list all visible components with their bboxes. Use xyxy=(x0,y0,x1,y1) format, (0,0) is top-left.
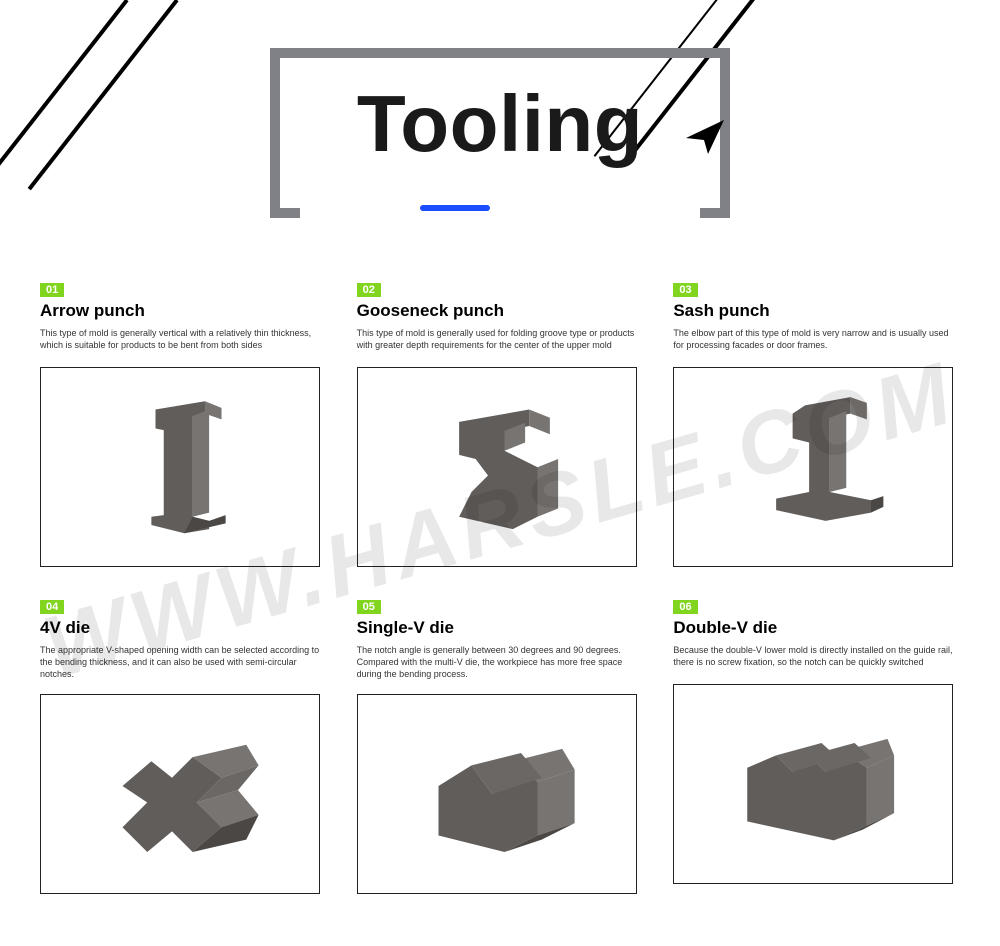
item-number-badge: 03 xyxy=(673,283,697,297)
item-number-badge: 04 xyxy=(40,600,64,614)
4v-die-icon xyxy=(76,720,285,869)
item-title: 4V die xyxy=(40,618,327,638)
tool-item-gooseneck-punch: 02 Gooseneck punch This type of mold is … xyxy=(357,280,644,567)
item-description: Because the double-V lower mold is direc… xyxy=(673,644,960,670)
title-accent xyxy=(420,205,490,211)
item-thumbnail xyxy=(357,694,637,894)
tooling-grid: 01 Arrow punch This type of mold is gene… xyxy=(0,240,1000,894)
item-title: Sash punch xyxy=(673,301,960,321)
tool-item-arrow-punch: 01 Arrow punch This type of mold is gene… xyxy=(40,280,327,567)
tool-item-double-v-die: 06 Double-V die Because the double-V low… xyxy=(673,597,960,894)
item-thumbnail xyxy=(40,694,320,894)
tool-item-4v-die: 04 4V die The appropriate V-shaped openi… xyxy=(40,597,327,894)
item-description: The appropriate V-shaped opening width c… xyxy=(40,644,327,680)
item-number-badge: 02 xyxy=(357,283,381,297)
double-v-die-icon xyxy=(709,710,918,859)
item-description: This type of mold is generally vertical … xyxy=(40,327,327,353)
item-title: Single-V die xyxy=(357,618,644,638)
page-title: Tooling xyxy=(0,78,1000,170)
item-description: The notch angle is generally between 30 … xyxy=(357,644,644,680)
sash-punch-icon xyxy=(709,393,918,542)
item-title: Gooseneck punch xyxy=(357,301,644,321)
item-title: Double-V die xyxy=(673,618,960,638)
gooseneck-punch-icon xyxy=(392,393,601,542)
header: Tooling xyxy=(0,0,1000,240)
tool-item-single-v-die: 05 Single-V die The notch angle is gener… xyxy=(357,597,644,894)
item-thumbnail xyxy=(40,367,320,567)
tool-item-sash-punch: 03 Sash punch The elbow part of this typ… xyxy=(673,280,960,567)
item-thumbnail xyxy=(673,367,953,567)
single-v-die-icon xyxy=(392,720,601,869)
item-description: The elbow part of this type of mold is v… xyxy=(673,327,960,353)
item-title: Arrow punch xyxy=(40,301,327,321)
item-number-badge: 01 xyxy=(40,283,64,297)
item-thumbnail xyxy=(673,684,953,884)
item-thumbnail xyxy=(357,367,637,567)
cursor-arrow-icon xyxy=(680,110,728,163)
item-number-badge: 05 xyxy=(357,600,381,614)
item-description: This type of mold is generally used for … xyxy=(357,327,644,353)
item-number-badge: 06 xyxy=(673,600,697,614)
arrow-punch-icon xyxy=(76,393,285,542)
